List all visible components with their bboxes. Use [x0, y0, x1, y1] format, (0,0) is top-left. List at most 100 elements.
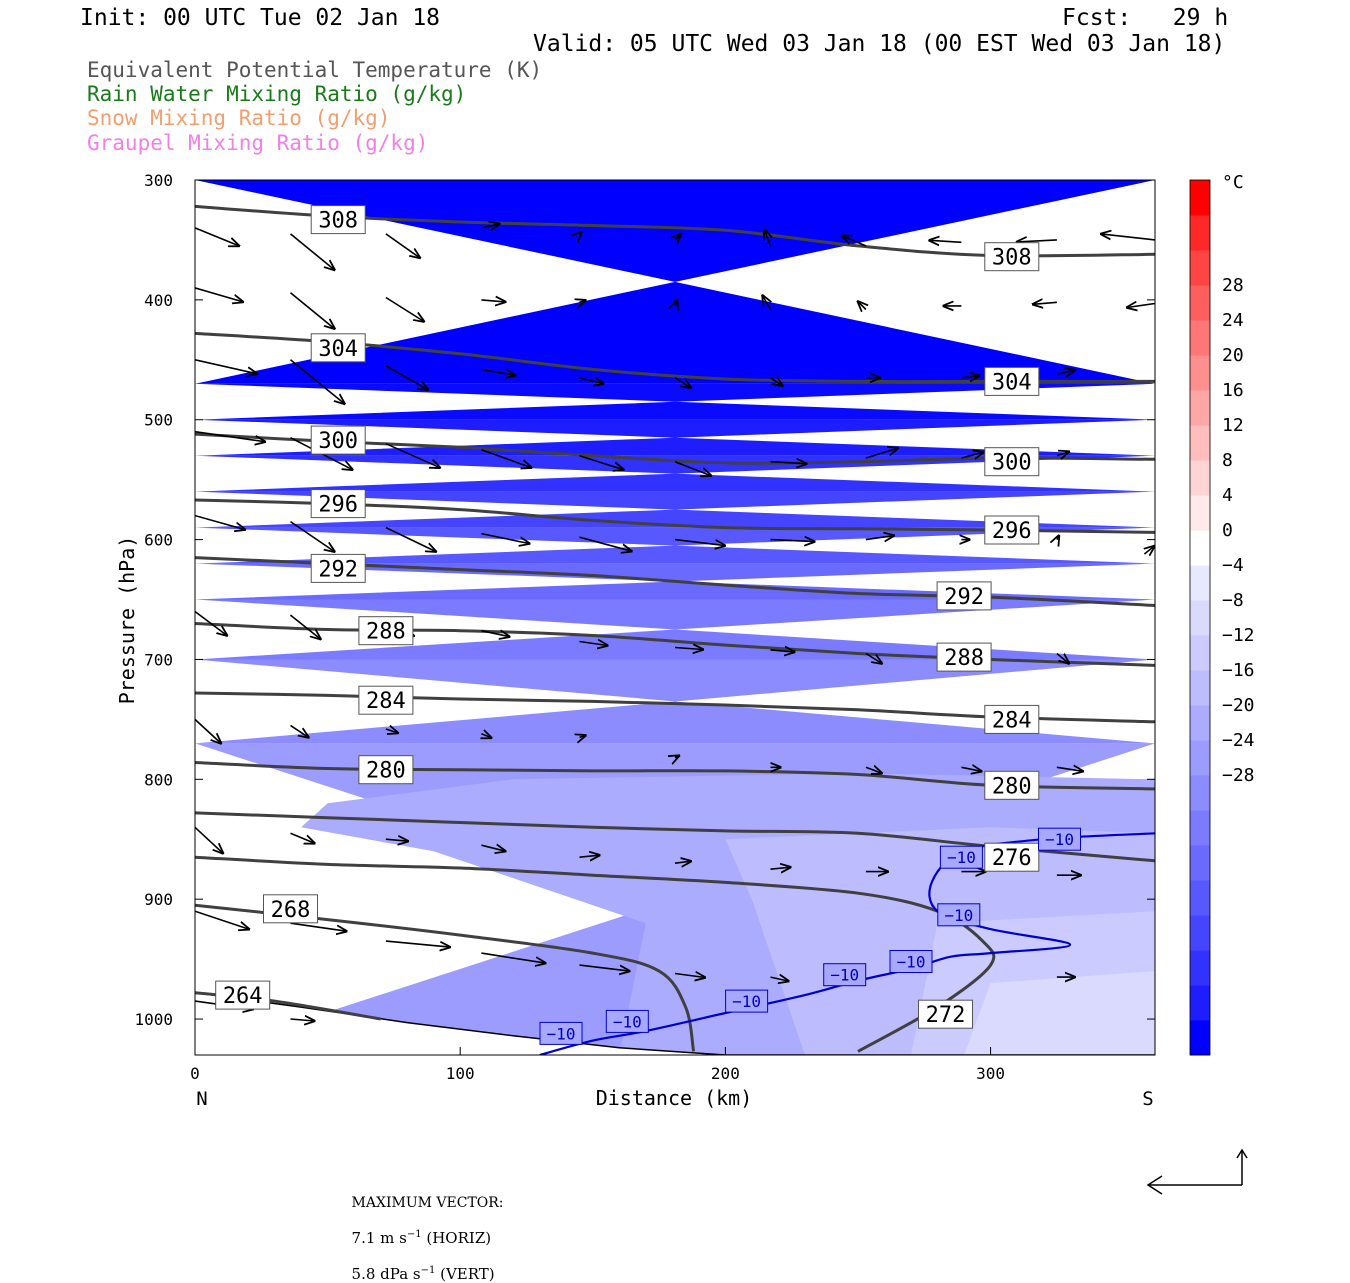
wind-vector	[765, 230, 771, 247]
theta-label-box	[358, 616, 414, 646]
wind-vector	[865, 536, 894, 540]
colorbar-cell	[1190, 705, 1210, 741]
wind-vector	[195, 514, 245, 530]
wind-vector	[1057, 536, 1059, 540]
wind-vector	[1056, 652, 1069, 664]
wind-vector	[961, 452, 983, 458]
x-end-label-north: N	[196, 1088, 207, 1110]
wind-vector	[580, 232, 582, 234]
wind-vector	[385, 729, 398, 733]
theta-e-contour-264	[195, 991, 381, 1021]
theta-label-box	[310, 425, 366, 455]
colorbar-cell	[1190, 1020, 1210, 1056]
wind-vector	[579, 855, 600, 857]
legend-rain-water: Rain Water Mixing Ratio (g/kg)	[87, 82, 467, 106]
theta-label: 280	[366, 759, 406, 784]
reference-vector-icon	[1146, 1148, 1248, 1195]
colorbar-cell	[1190, 635, 1210, 671]
theta-label: 304	[992, 370, 1032, 395]
wind-vector	[842, 236, 867, 247]
colorbar-tick-label: 12	[1222, 415, 1244, 436]
wind-vector	[385, 526, 436, 552]
x-tick-label: 0	[190, 1064, 200, 1083]
theta-label: 300	[318, 429, 358, 454]
theta-label: 264	[223, 984, 263, 1009]
colorbar-tick-label: −12	[1222, 625, 1255, 646]
wind-vector	[865, 652, 882, 664]
wind-vector	[580, 300, 586, 302]
theta-label-box	[984, 770, 1040, 800]
terrain-fill	[195, 992, 1155, 1055]
legend-snow: Snow Mixing Ratio (g/kg)	[87, 106, 391, 130]
legend-graupel: Graupel Mixing Ratio (g/kg)	[87, 131, 429, 155]
wind-vector	[579, 378, 604, 384]
wind-vector	[770, 650, 795, 652]
theta-label: 292	[318, 557, 358, 582]
wind-vector	[865, 448, 898, 459]
theta-label: 308	[318, 209, 358, 234]
wind-vector	[195, 227, 239, 246]
theta-e-contour-268	[195, 903, 696, 1052]
colorbar-tick-label: −4	[1222, 555, 1244, 576]
temperature-band-1	[195, 383, 1155, 420]
wind-vector	[674, 460, 711, 476]
wind-vector	[481, 369, 515, 375]
colorbar-cell	[1190, 390, 1210, 426]
wind-vector	[580, 735, 586, 737]
colorbar-cell	[1190, 320, 1210, 356]
isotherm-label-box	[889, 950, 933, 973]
colorbar-tick-label: −28	[1222, 765, 1255, 786]
colorbar-tick-label: 24	[1222, 310, 1244, 331]
colorbar-cell	[1190, 740, 1210, 776]
colorbar-tick-label: −20	[1222, 695, 1255, 716]
wind-vector	[1127, 304, 1155, 308]
colorbar-tick-label: −24	[1222, 730, 1255, 751]
wind-vector	[481, 224, 499, 228]
maximum-vector-note: MAXIMUM VECTOR: 7.1 m s−1 (HORIZ) 5.8 dP…	[342, 1175, 504, 1283]
y-tick-label: 1000	[134, 1010, 173, 1029]
colorbar: 28 24 20 16 12 8 4 0 −4 −8 −12 −16 −20 −24 −28 °C	[1189, 172, 1255, 1056]
wind-vector	[481, 448, 531, 468]
max-vector-vert-exp: −1	[420, 1265, 436, 1276]
wind-vector	[961, 767, 981, 771]
wind-vector	[290, 520, 335, 552]
wind-vector	[289, 359, 345, 404]
colorbar-cell	[1190, 215, 1210, 251]
wind-vector	[675, 234, 681, 240]
temperature-band-13	[964, 971, 1155, 1055]
temperature-band-0	[195, 180, 1155, 384]
theta-label-box	[263, 894, 318, 924]
isotherm-label-box	[725, 989, 769, 1013]
wind-vector	[1017, 240, 1057, 242]
wind-vector	[675, 300, 677, 306]
wind-vector	[579, 536, 632, 551]
theta-label: 296	[992, 519, 1032, 544]
wind-vector	[1056, 767, 1083, 771]
theta-label-box	[215, 980, 271, 1010]
contour-labels: 308 308 304 304 300 300 296 296 292 292 288 288 284 2…	[215, 205, 1081, 1045]
theta-label-box	[984, 366, 1040, 396]
isotherm-label: −10	[1045, 830, 1074, 849]
wind-vector	[481, 952, 545, 963]
temperature-band-8	[195, 659, 1155, 744]
theta-label: 276	[992, 846, 1032, 871]
theta-label: 300	[992, 451, 1032, 476]
wind-vector	[385, 233, 420, 258]
temperature-band-5	[195, 527, 1155, 564]
y-tick-label: 500	[144, 411, 173, 430]
wind-vector	[770, 462, 807, 464]
isotherm-label-box	[1038, 827, 1081, 851]
isotherm-label: −10	[613, 1012, 642, 1031]
max-vector-horiz: 7.1 m s	[351, 1229, 407, 1247]
x-axis-label: Distance (km)	[596, 1086, 753, 1110]
y-tick-label: 800	[144, 770, 173, 789]
colorbar-cell	[1190, 845, 1210, 881]
y-tick-label: 700	[144, 650, 173, 669]
forecast-hour: Fcst: 29 h	[1062, 5, 1229, 31]
wind-vector	[929, 240, 962, 242]
legend-theta-e: Equivalent Potential Temperature (K)	[87, 58, 543, 82]
isotherm-label: −10	[547, 1024, 576, 1043]
theta-label-box	[358, 755, 414, 785]
wind-vector	[858, 302, 866, 310]
theta-label-box	[358, 685, 414, 715]
